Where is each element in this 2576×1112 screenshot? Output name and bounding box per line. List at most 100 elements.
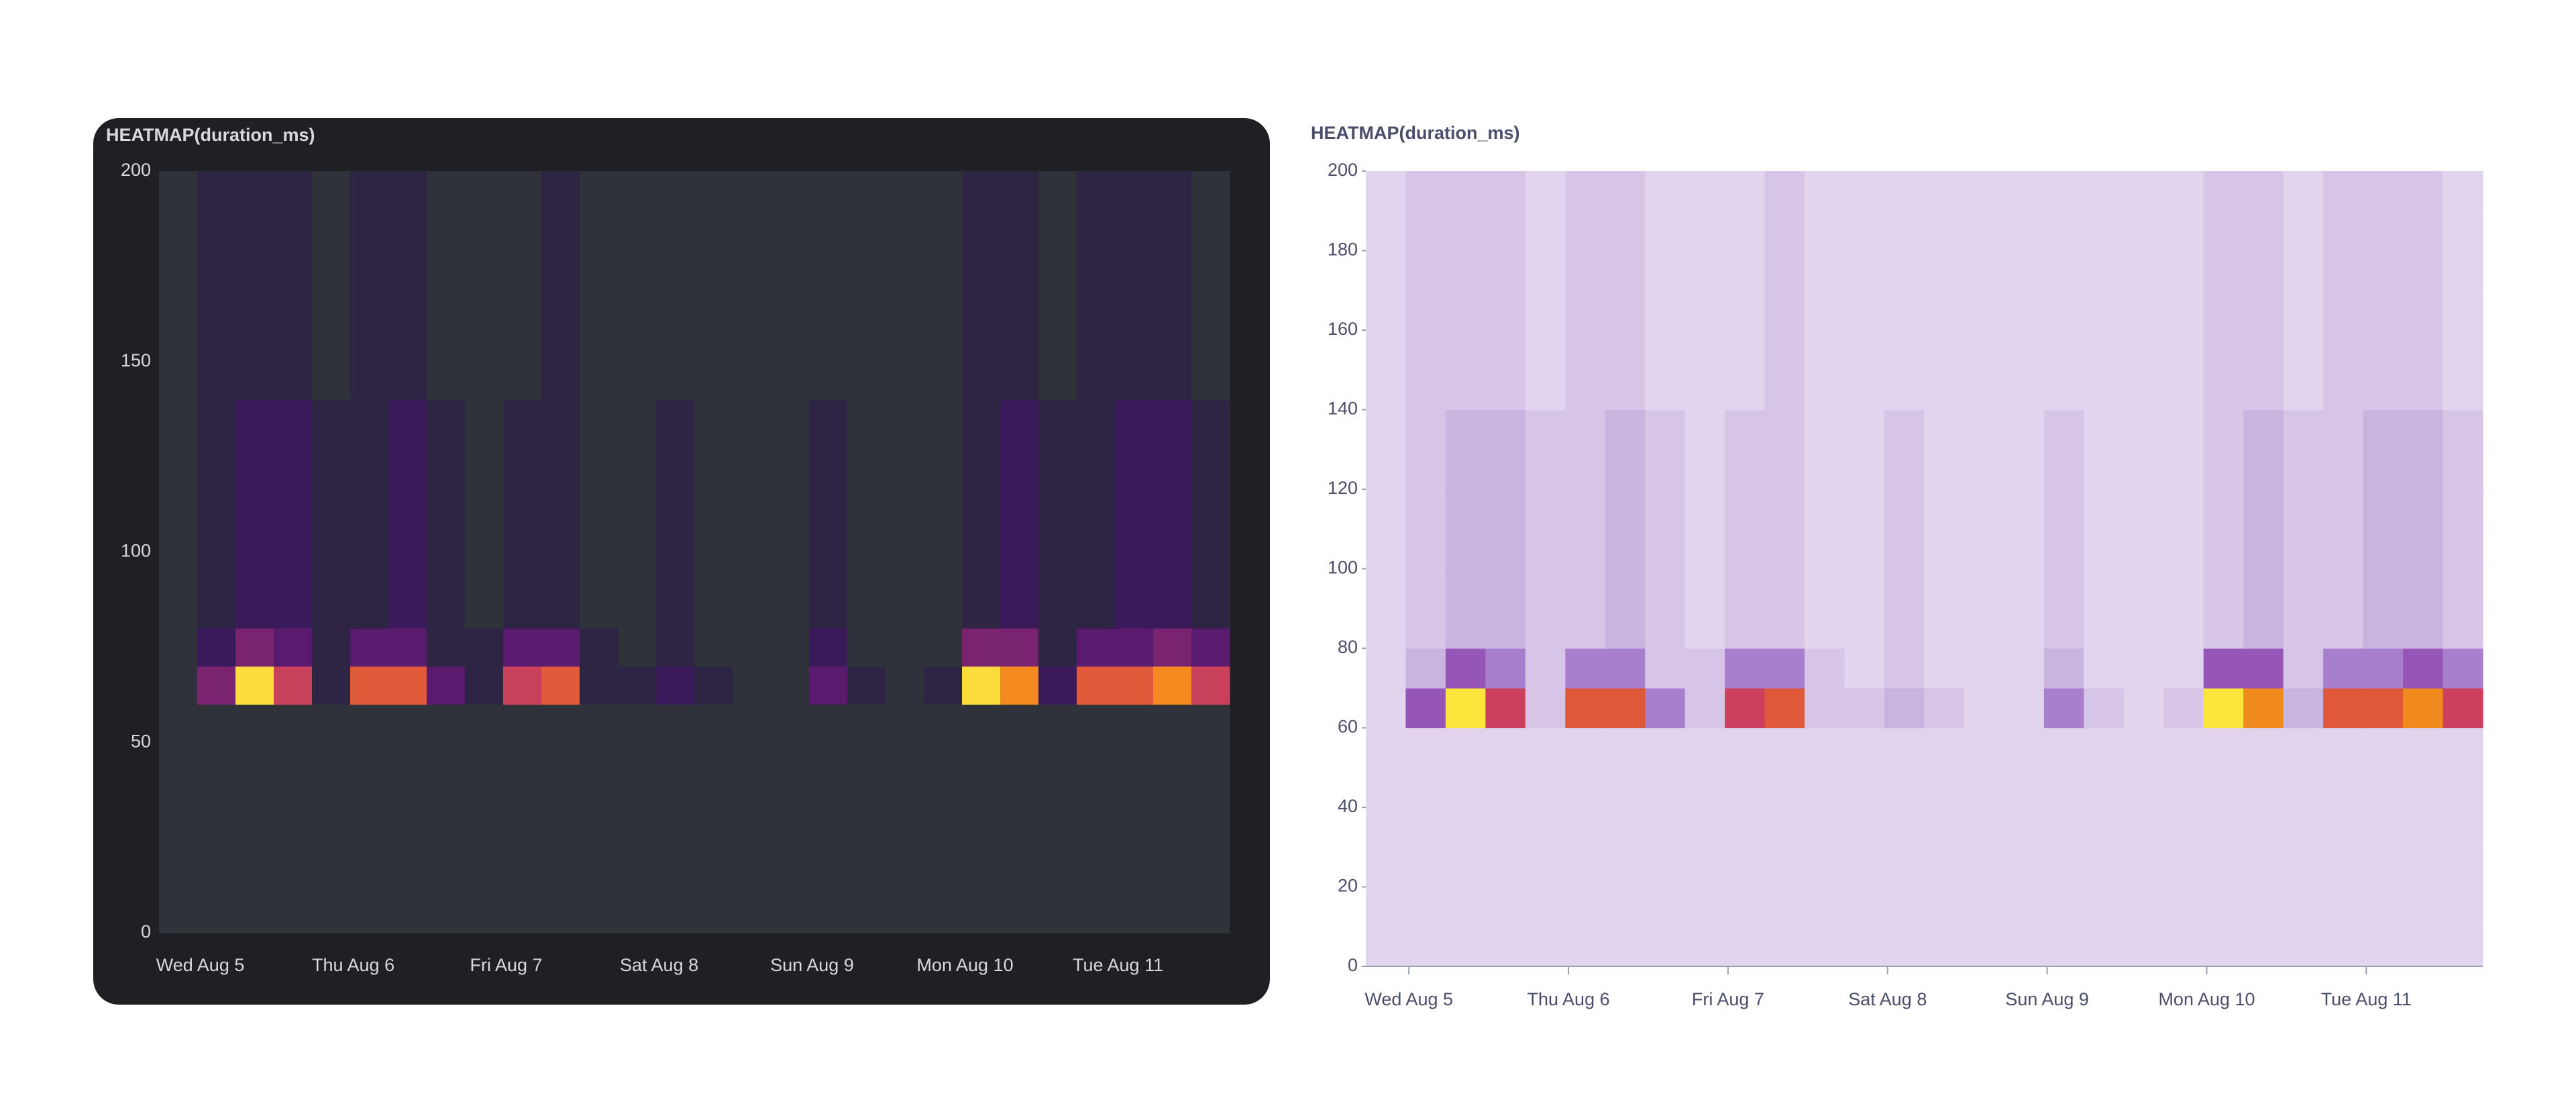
- heatmap-cell: [2004, 529, 2045, 570]
- heatmap-cell: [2203, 290, 2244, 331]
- heatmap-cell: [809, 628, 848, 667]
- heatmap-cell: [503, 171, 542, 210]
- heatmap-cell: [1605, 370, 1646, 411]
- heatmap-cell: [2043, 767, 2084, 808]
- heatmap-cell: [2443, 608, 2483, 649]
- heatmap-cell: [1191, 856, 1230, 895]
- heatmap-cell: [312, 895, 351, 933]
- heatmap-cell: [962, 628, 1001, 667]
- heatmap-cell: [159, 209, 198, 248]
- heatmap-cell: [1153, 247, 1192, 286]
- heatmap-cell: [1605, 688, 1646, 729]
- heatmap-cell: [465, 438, 504, 476]
- heatmap-cell: [1191, 285, 1230, 324]
- heatmap-cell: [1805, 648, 1845, 689]
- heatmap-cell: [1153, 818, 1192, 858]
- heatmap-cell: [1605, 330, 1646, 370]
- heatmap-cell: [580, 476, 619, 515]
- heatmap-cell: [1605, 290, 1646, 331]
- heatmap-cell: [1366, 608, 1407, 649]
- y-tick-label: 200: [121, 160, 151, 180]
- heatmap-cell: [1191, 476, 1230, 515]
- heatmap-cell: [427, 513, 466, 553]
- heatmap-cell: [2203, 489, 2244, 529]
- heatmap-cell: [465, 628, 504, 667]
- heatmap-cell: [694, 895, 733, 933]
- heatmap-cell: [541, 552, 580, 591]
- heatmap-cell: [2163, 648, 2204, 689]
- heatmap-cell: [2283, 847, 2324, 888]
- heatmap-cell: [1115, 742, 1154, 781]
- heatmap-cell: [2004, 727, 2045, 768]
- heatmap-cell: [1115, 818, 1154, 858]
- heatmap-cell: [2123, 608, 2164, 649]
- heatmap-cell: [2043, 250, 2084, 291]
- heatmap-cell: [2163, 290, 2204, 331]
- heatmap-cell: [1000, 895, 1039, 933]
- heatmap-cell: [1038, 590, 1077, 629]
- heatmap-cell: [350, 780, 389, 819]
- heatmap-cell: [2163, 727, 2204, 768]
- heatmap-cell: [235, 323, 274, 362]
- heatmap-cell: [1884, 767, 1925, 808]
- heatmap-cell: [2363, 727, 2404, 768]
- heatmap-cell: [656, 742, 695, 781]
- heatmap-cell: [962, 590, 1001, 629]
- heatmap-cell: [1038, 895, 1077, 933]
- heatmap-cell: [618, 513, 657, 553]
- heatmap-cell: [1844, 290, 1885, 331]
- heatmap-cell: [1405, 807, 1446, 848]
- heatmap-cell: [312, 285, 351, 324]
- heatmap-cell: [235, 818, 274, 858]
- heatmap-cell: [465, 780, 504, 819]
- heatmap-cell: [1115, 476, 1154, 515]
- heatmap-cell: [312, 513, 351, 553]
- heatmap-cell: [1038, 628, 1077, 667]
- heatmap-cell: [1844, 449, 1885, 490]
- heatmap-cell: [541, 171, 580, 210]
- heatmap-cell: [962, 476, 1001, 515]
- heatmap-cell: [1964, 211, 2005, 252]
- heatmap-cell: [2283, 688, 2324, 729]
- heatmap-cell: [2363, 688, 2404, 729]
- heatmap-cell: [1924, 926, 1965, 967]
- heatmap-cell: [1645, 608, 1686, 649]
- heatmap-cell: [1445, 489, 1486, 529]
- heatmap-cell: [1153, 742, 1192, 781]
- heatmap-cell: [1525, 409, 1566, 450]
- heatmap-cell: [1445, 847, 1486, 888]
- heatmap-cell: [541, 818, 580, 858]
- heatmap-cell: [1764, 727, 1805, 768]
- heatmap-cell: [1605, 489, 1646, 529]
- heatmap-cell: [1645, 807, 1686, 848]
- heatmap-cell: [1684, 171, 1725, 211]
- heatmap-cell: [2363, 767, 2404, 808]
- heatmap-cell: [1684, 688, 1725, 729]
- heatmap-cell: [159, 171, 198, 210]
- heatmap-cell: [197, 590, 236, 629]
- heatmap-cell: [388, 476, 427, 515]
- heatmap-cell: [1725, 568, 1766, 609]
- heatmap-cell: [503, 361, 542, 401]
- heatmap-cell: [197, 742, 236, 781]
- heatmap-cell: [656, 476, 695, 515]
- heatmap-cell: [350, 818, 389, 858]
- heatmap-cell: [733, 742, 771, 781]
- heatmap-cell: [962, 818, 1001, 858]
- heatmap-cell: [1924, 250, 1965, 291]
- heatmap-cell: [2323, 688, 2364, 729]
- heatmap-cell: [312, 742, 351, 781]
- heatmap-cell: [1000, 285, 1039, 324]
- heatmap-cell: [2163, 171, 2204, 211]
- heatmap-cell: [1565, 767, 1606, 808]
- heatmap-cell: [656, 818, 695, 858]
- heatmap-cell: [1924, 171, 1965, 211]
- heatmap-cell: [694, 780, 733, 819]
- heatmap-cell: [1565, 887, 1606, 927]
- heatmap-cell: [809, 438, 848, 476]
- heatmap-cell: [1525, 807, 1566, 848]
- heatmap-cell: [1191, 209, 1230, 248]
- heatmap-cell: [618, 742, 657, 781]
- heatmap-cell: [541, 704, 580, 743]
